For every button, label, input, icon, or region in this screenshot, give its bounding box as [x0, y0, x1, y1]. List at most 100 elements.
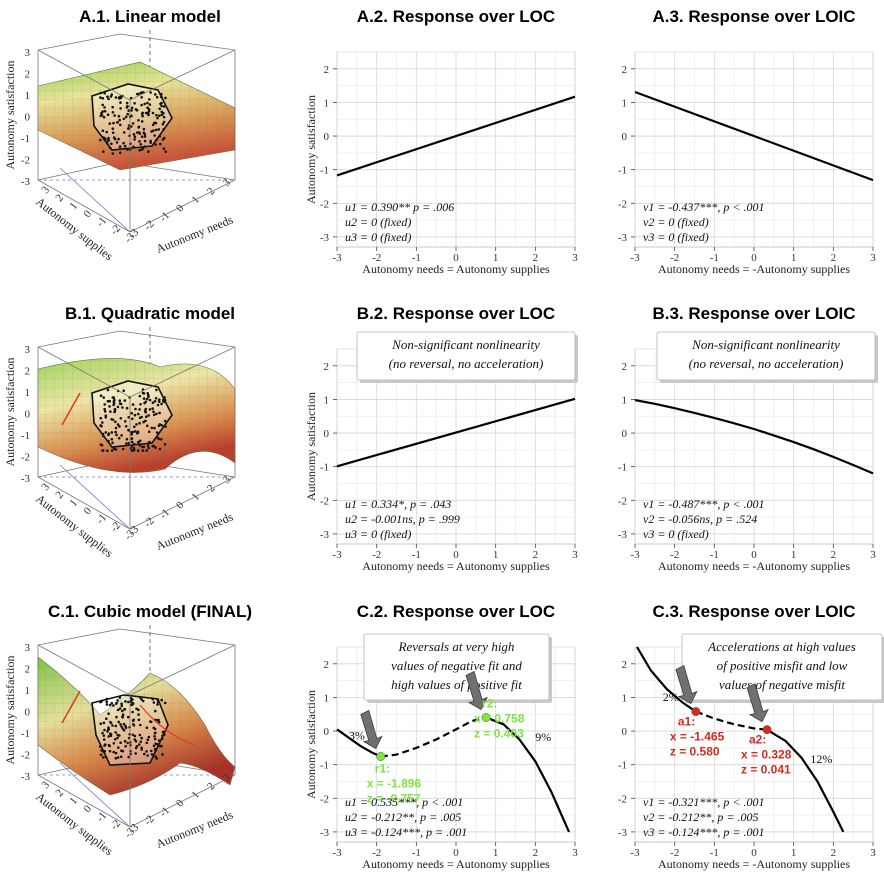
data-point [127, 755, 130, 759]
x-tick-label: 2 [53, 489, 66, 501]
data-point [106, 388, 110, 392]
data-point [103, 749, 107, 753]
data-point [104, 755, 108, 759]
data-point [107, 136, 110, 140]
data-point [144, 400, 148, 404]
data-point [131, 403, 135, 406]
data-point [153, 400, 157, 403]
x-tick-label: -3 [630, 252, 640, 264]
data-point [159, 102, 162, 106]
data-point [140, 103, 143, 107]
data-point [135, 131, 139, 134]
callout-box: Non-significant nonlinearity (no reversal… [656, 331, 878, 383]
data-point [126, 112, 129, 116]
data-point [115, 141, 119, 144]
data-point [145, 741, 149, 745]
data-point [154, 731, 157, 735]
data-point [112, 403, 115, 407]
box-edge [129, 644, 236, 696]
x-tick-label: -1 [94, 512, 109, 527]
data-point [107, 712, 110, 715]
data-point [99, 394, 103, 397]
data-point [140, 148, 144, 151]
data-point [150, 426, 154, 430]
box-edge [37, 179, 131, 233]
data-point [143, 145, 146, 148]
data-point [114, 430, 117, 434]
data-point [124, 425, 128, 428]
data-point [113, 738, 117, 741]
surface-title: C.1. Cubic model (FINAL) [48, 602, 252, 621]
data-point [141, 449, 145, 452]
data-point [126, 104, 129, 108]
data-point [118, 696, 122, 699]
data-cloud [61, 380, 173, 453]
data-point [112, 704, 115, 707]
data-point [160, 698, 163, 702]
response-chart-5: C.2. Response over LOC -3 -2 -1 0 1 2 3 -3 -2 -1 0 1… [304, 602, 578, 871]
data-point [120, 725, 123, 728]
response-charts: A.2. Response over LOC -3 -2 -1 0 1 2 3 -3 -2 -1 0 1… [304, 7, 884, 871]
x-tick-label: -2 [108, 520, 123, 535]
data-point [120, 702, 123, 705]
box-edge [37, 49, 131, 101]
data-point [154, 446, 157, 449]
data-point [163, 701, 167, 705]
data-point [123, 420, 127, 423]
data-point [111, 105, 114, 109]
data-point [118, 707, 122, 710]
data-point [154, 755, 157, 758]
data-point [121, 709, 124, 713]
data-point [131, 122, 135, 125]
callout-text: Non-significant nonlinearity [391, 337, 540, 352]
data-point [110, 449, 114, 452]
data-point [116, 699, 119, 702]
point-arrow-icon [746, 683, 769, 723]
y-axis-label: Autonomy satisfaction [304, 95, 318, 204]
data-point [154, 742, 157, 745]
data-point [111, 152, 115, 155]
y-tick-label: 1 [189, 789, 202, 801]
series-line-2 [380, 716, 487, 758]
data-point [138, 394, 142, 398]
x-tick-label: -1 [710, 252, 719, 264]
box-edge [129, 476, 236, 530]
data-point [151, 444, 155, 448]
data-point [114, 756, 118, 760]
coefficient-text: v2 = -0.212**, p = .005 [643, 810, 759, 824]
surface-panel-3: C.1. Cubic model (FINAL)3210-1-2-3Autono… [3, 602, 252, 858]
z-axis-label: Autonomy satisfaction [3, 358, 17, 467]
x-tick-label: 0 [751, 549, 757, 561]
point-marker [762, 725, 772, 735]
data-point [133, 425, 136, 429]
data-point [99, 700, 102, 704]
point-label: z = 0.403 [474, 727, 524, 741]
data-point [112, 396, 116, 399]
data-point [142, 131, 146, 134]
data-point [147, 414, 150, 417]
data-point [143, 139, 147, 143]
callout-text: Reversals at very high [398, 639, 515, 654]
data-point [135, 707, 138, 711]
x-tick-label: 2 [53, 787, 66, 799]
data-point [120, 434, 123, 437]
point-marker [481, 713, 491, 722]
data-point [147, 150, 150, 153]
coefficient-text: u1 = 0.334*, p = .043 [345, 497, 451, 511]
data-point [111, 111, 115, 114]
coefficient-text: u1 = 0.390** p = .006 [345, 200, 454, 214]
callout-text: high values of positive fit [391, 677, 522, 692]
surface-mesh [38, 657, 235, 795]
z-tick-label: 3 [25, 47, 31, 59]
data-point [111, 131, 115, 134]
data-point [151, 407, 154, 410]
x-tick-label: -2 [372, 252, 381, 264]
data-point [102, 734, 106, 737]
series-line-1 [634, 399, 874, 475]
x-tick-label: -2 [108, 223, 123, 238]
x-axis-label: Autonomy needs = -Autonomy supplies [658, 559, 850, 573]
data-point [113, 398, 116, 402]
x-tick-label: 1 [791, 549, 797, 561]
y-axis-label: Autonomy satisfaction [304, 392, 318, 501]
